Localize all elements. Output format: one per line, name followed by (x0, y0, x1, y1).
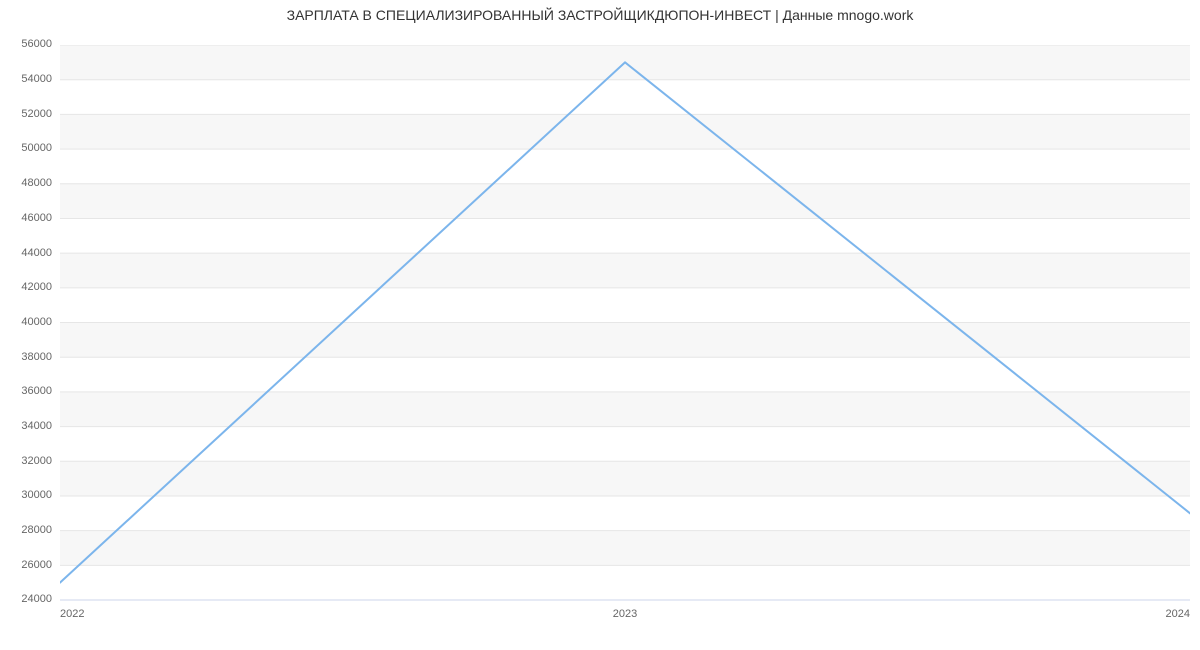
x-tick-label: 2023 (613, 608, 637, 620)
x-tick-label: 2024 (1166, 608, 1190, 620)
y-tick-label: 36000 (21, 385, 52, 397)
y-tick-label: 26000 (21, 559, 52, 571)
y-tick-label: 52000 (21, 108, 52, 120)
y-tick-label: 50000 (21, 142, 52, 154)
y-tick-label: 40000 (21, 316, 52, 328)
chart-plot-svg (60, 45, 1190, 601)
y-tick-label: 46000 (21, 212, 52, 224)
y-tick-label: 56000 (21, 38, 52, 50)
y-tick-label: 44000 (21, 247, 52, 259)
y-tick-label: 54000 (21, 73, 52, 85)
chart-title: ЗАРПЛАТА В СПЕЦИАЛИЗИРОВАННЫЙ ЗАСТРОЙЩИК… (0, 7, 1200, 23)
y-tick-label: 28000 (21, 524, 52, 536)
y-tick-label: 32000 (21, 455, 52, 467)
y-tick-label: 34000 (21, 420, 52, 432)
y-tick-label: 42000 (21, 281, 52, 293)
y-tick-label: 24000 (21, 593, 52, 605)
x-tick-label: 2022 (60, 608, 84, 620)
y-tick-label: 30000 (21, 489, 52, 501)
salary-line-chart: ЗАРПЛАТА В СПЕЦИАЛИЗИРОВАННЫЙ ЗАСТРОЙЩИК… (0, 0, 1200, 650)
y-tick-label: 48000 (21, 177, 52, 189)
y-tick-label: 38000 (21, 351, 52, 363)
